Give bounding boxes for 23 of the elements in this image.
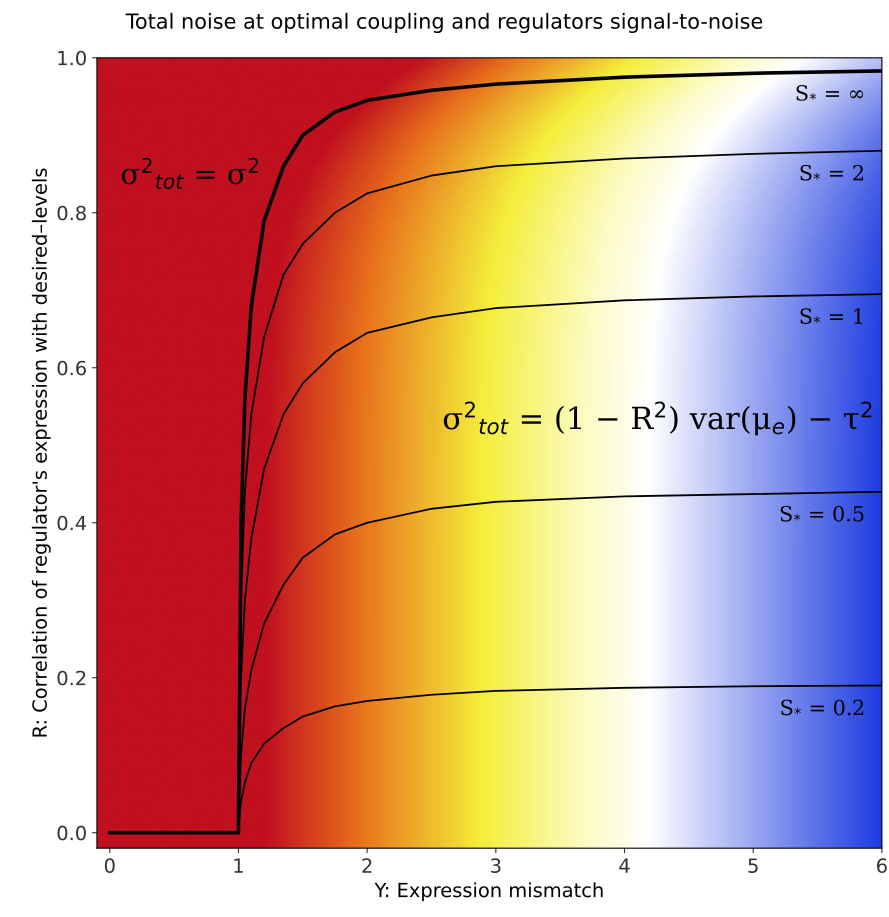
y-tick-label: 0.4 [58, 516, 86, 530]
x-axis-title: Y: Expression mismatch [374, 882, 603, 902]
y-tick-label: 0.6 [58, 360, 86, 376]
y-tick-label: 0.0 [58, 826, 86, 840]
y-tick-label: 0.2 [58, 670, 86, 686]
series-label: S$_{*}$ = 1 [800, 308, 862, 324]
series-label: S$_{*}$ = 2 [800, 164, 864, 181]
x-tick-label: 3 [491, 858, 500, 873]
series-label: S$_{*}$ = ∞ [796, 85, 863, 101]
x-tick-label: 5 [748, 858, 758, 873]
y-axis-title: R: Correlation of regulator's expression with desired–levels [32, 168, 51, 737]
annotation: σ$^{2}$$_{tot}$ = σ$^{2}$ [122, 158, 258, 190]
series-label: S$_{*}$ = 0.5 [780, 506, 864, 522]
x-tick-label: 1 [234, 858, 243, 873]
x-tick-label: 2 [362, 858, 372, 873]
y-tick-label: 0.8 [58, 206, 86, 220]
series-label: S$_{*}$ = 0.2 [781, 700, 864, 716]
y-tick-label: 1.0 [58, 50, 86, 66]
x-tick-label: 0 [104, 858, 115, 873]
text: σ$^{2}$$_{tot}$ = (1 − R$^{2}$) var(μ$_{e}$) − τ$^{2}$ [444, 401, 872, 436]
x-tick-label: 4 [619, 858, 630, 873]
x-tick-label: 6 [877, 858, 887, 873]
chart-title: Total noise at optimal coupling and regulators signal-to-noise [126, 12, 762, 34]
